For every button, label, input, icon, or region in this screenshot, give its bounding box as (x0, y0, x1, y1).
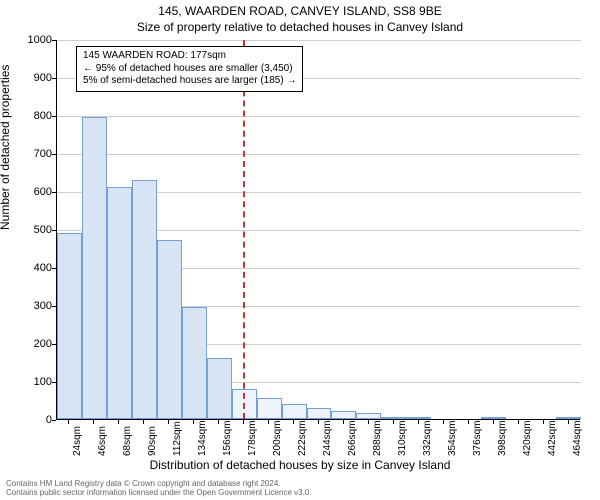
x-tick-mark (118, 420, 119, 424)
y-tick-label: 500 (8, 224, 52, 236)
x-tick-label: 134sqm (197, 420, 208, 456)
page-title: 145, WAARDEN ROAD, CANVEY ISLAND, SS8 9B… (0, 4, 600, 18)
histogram-bar (132, 180, 157, 419)
x-tick-label: 46sqm (97, 426, 108, 456)
info-box: 145 WAARDEN ROAD: 177sqm ← 95% of detach… (76, 46, 303, 92)
info-line-2: ← 95% of detached houses are smaller (3,… (83, 63, 296, 76)
info-line-1: 145 WAARDEN ROAD: 177sqm (83, 50, 296, 63)
y-tick-mark (52, 40, 56, 41)
y-tick-label: 600 (8, 186, 52, 198)
y-tick-mark (52, 116, 56, 117)
y-tick-mark (52, 420, 56, 421)
y-tick-mark (52, 382, 56, 383)
gridline (57, 116, 581, 117)
x-tick-label: 90sqm (147, 426, 158, 456)
y-tick-label: 400 (8, 262, 52, 274)
x-tick-label: 68sqm (122, 426, 133, 456)
histogram-bar (107, 187, 132, 419)
x-tick-mark (443, 420, 444, 424)
info-line-3: 5% of semi-detached houses are larger (1… (83, 75, 296, 88)
marker-line (243, 40, 245, 419)
histogram-bar (381, 417, 406, 419)
x-tick-label: 398sqm (497, 420, 508, 456)
y-tick-mark (52, 230, 56, 231)
histogram-bar (282, 404, 307, 419)
y-tick-mark (52, 268, 56, 269)
x-tick-mark (343, 420, 344, 424)
y-tick-label: 200 (8, 338, 52, 350)
y-tick-mark (52, 154, 56, 155)
x-tick-mark (393, 420, 394, 424)
x-tick-label: 464sqm (572, 420, 583, 456)
x-tick-label: 376sqm (472, 420, 483, 456)
x-tick-mark (218, 420, 219, 424)
x-tick-label: 244sqm (322, 420, 333, 456)
x-tick-mark (93, 420, 94, 424)
x-tick-mark (368, 420, 369, 424)
histogram-bar (556, 417, 581, 419)
histogram-bar (356, 413, 381, 419)
gridline (57, 154, 581, 155)
y-tick-mark (52, 344, 56, 345)
y-tick-mark (52, 306, 56, 307)
x-tick-mark (418, 420, 419, 424)
x-tick-mark (293, 420, 294, 424)
histogram-bar (257, 398, 282, 419)
histogram-bar (182, 307, 207, 419)
attribution-line-2: Contains public sector information licen… (6, 488, 312, 498)
x-tick-mark (468, 420, 469, 424)
histogram-bar (207, 358, 232, 419)
attribution: Contains HM Land Registry data © Crown c… (6, 479, 312, 498)
x-tick-label: 288sqm (372, 420, 383, 456)
x-tick-mark (168, 420, 169, 424)
x-tick-mark (143, 420, 144, 424)
y-tick-label: 300 (8, 300, 52, 312)
x-tick-label: 156sqm (222, 420, 233, 456)
x-tick-label: 420sqm (522, 420, 533, 456)
x-tick-label: 112sqm (172, 421, 183, 456)
gridline (57, 40, 581, 41)
x-tick-mark (493, 420, 494, 424)
y-tick-mark (52, 192, 56, 193)
attribution-line-1: Contains HM Land Registry data © Crown c… (6, 479, 312, 489)
x-tick-label: 332sqm (422, 420, 433, 456)
chart-area (56, 40, 580, 420)
histogram-bar (331, 411, 356, 419)
x-tick-label: 354sqm (447, 420, 458, 456)
y-tick-label: 1000 (8, 34, 52, 46)
x-tick-mark (518, 420, 519, 424)
y-tick-label: 900 (8, 72, 52, 84)
x-tick-label: 24sqm (72, 426, 83, 456)
y-tick-label: 800 (8, 110, 52, 122)
histogram-bar (82, 117, 107, 419)
x-tick-label: 266sqm (347, 420, 358, 456)
x-tick-mark (543, 420, 544, 424)
chart-subtitle: Size of property relative to detached ho… (0, 20, 600, 34)
x-tick-mark (268, 420, 269, 424)
histogram-bar (481, 417, 506, 419)
histogram-bar (57, 233, 82, 419)
x-tick-mark (193, 420, 194, 424)
x-tick-label: 178sqm (247, 420, 258, 456)
y-tick-label: 0 (8, 414, 52, 426)
y-tick-mark (52, 78, 56, 79)
x-tick-label: 222sqm (297, 420, 308, 456)
x-tick-mark (318, 420, 319, 424)
histogram-bar (307, 408, 332, 419)
x-axis-label: Distribution of detached houses by size … (0, 458, 600, 472)
x-tick-label: 200sqm (272, 420, 283, 456)
x-tick-mark (568, 420, 569, 424)
histogram-bar (406, 417, 431, 419)
x-tick-label: 310sqm (397, 420, 408, 456)
x-tick-mark (243, 420, 244, 424)
y-tick-label: 700 (8, 148, 52, 160)
histogram-bar (157, 240, 182, 419)
plot-region (56, 40, 580, 420)
y-tick-label: 100 (8, 376, 52, 388)
x-tick-mark (68, 420, 69, 424)
x-tick-label: 442sqm (547, 420, 558, 456)
